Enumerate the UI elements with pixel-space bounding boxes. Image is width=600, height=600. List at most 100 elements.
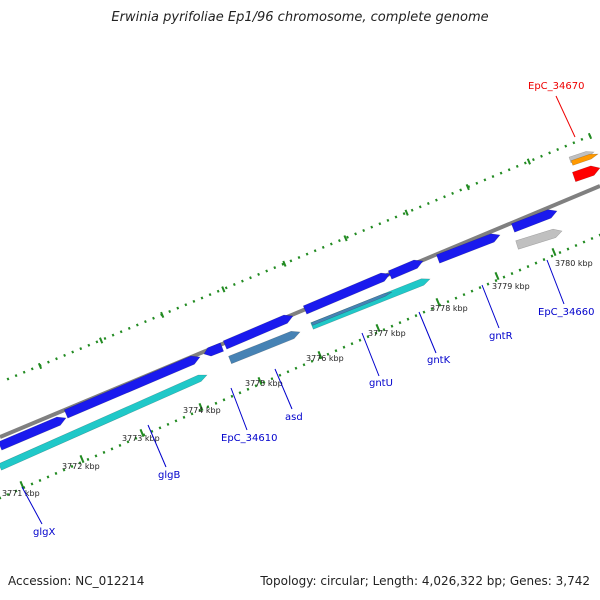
minor-tick [443, 195, 446, 199]
minor-tick [79, 347, 83, 351]
gene-arrow-orange[interactable] [570, 152, 599, 166]
minor-tick [238, 391, 242, 395]
major-tick [526, 158, 531, 165]
gene-leader-line [274, 368, 293, 410]
major-tick [198, 402, 204, 412]
minor-tick [246, 387, 250, 391]
minor-tick [54, 471, 58, 475]
major-tick [465, 183, 470, 191]
gene-arrow-grey[interactable] [515, 227, 564, 250]
minor-tick [398, 321, 402, 325]
gene-arrow-steel[interactable] [311, 291, 393, 326]
cds-bar[interactable] [310, 276, 432, 330]
minor-tick [46, 475, 50, 479]
minor-tick [281, 262, 285, 266]
minor-tick [305, 252, 309, 256]
minor-tick [230, 394, 234, 398]
minor-tick [168, 309, 172, 314]
minor-tick [462, 293, 466, 297]
minor-tick [402, 212, 406, 216]
minor-tick [278, 373, 282, 377]
major-tick [551, 247, 557, 257]
major-tick [37, 362, 43, 370]
gene-arrow-gntR[interactable] [436, 231, 501, 264]
minor-tick [418, 205, 422, 209]
minor-tick [346, 235, 349, 239]
gene-leader-line [418, 311, 437, 354]
gene-arrow-EpC_34610[interactable] [202, 342, 224, 358]
gene-label-glgX[interactable]: glgX [33, 527, 55, 538]
cds-bar[interactable] [0, 372, 208, 471]
minor-tick [142, 433, 146, 437]
gene-arrow-gntU[interactable] [302, 270, 392, 315]
minor-tick [515, 164, 519, 168]
minor-tick [526, 265, 530, 269]
minor-tick [216, 289, 220, 293]
minor-tick [30, 482, 34, 486]
major-tick [587, 132, 593, 140]
minor-tick [127, 326, 131, 330]
gene-label-gntR[interactable]: gntR [489, 331, 513, 342]
gene-arrow-blue[interactable] [222, 312, 295, 350]
minor-tick [254, 384, 258, 388]
gene-leader-line [555, 95, 576, 138]
major-tick [79, 454, 85, 464]
minor-tick [467, 185, 471, 189]
minor-tick [558, 250, 562, 255]
gene-label-EpC_34660[interactable]: EpC_34660 [538, 307, 594, 318]
tick-labels: 3771 kbp 3772 kbp 3773 kbp 3774 kbp 3775 kbp… [2, 259, 593, 498]
minor-tick [94, 454, 98, 458]
minor-tick [152, 316, 155, 320]
minor-tick [158, 426, 162, 430]
accession-text: Accession: NC_012214 [8, 574, 145, 588]
minor-tick [378, 222, 382, 226]
gene-arrow-asd[interactable] [228, 328, 302, 365]
minor-tick [580, 137, 584, 141]
minor-tick [338, 239, 341, 243]
minor-tick [548, 151, 551, 155]
minor-tick [414, 314, 418, 318]
minor-tick [14, 489, 18, 493]
gene-arrow-glgX[interactable] [0, 414, 68, 451]
minor-tick [542, 258, 546, 262]
gene-label-glgB[interactable]: glgB [158, 470, 180, 481]
minor-tick [190, 412, 194, 416]
minor-tick [110, 447, 114, 451]
gene-label-asd[interactable]: asd [285, 412, 303, 423]
major-tick [435, 297, 441, 307]
minor-tick [182, 415, 186, 419]
minor-tick [313, 249, 317, 253]
gene-label-EpC_34670[interactable]: EpC_34670 [528, 81, 584, 92]
minor-tick [134, 436, 138, 440]
minor-tick [422, 310, 426, 314]
minor-tick [406, 317, 410, 321]
minor-tick [426, 201, 430, 206]
gene-label-EpC_34610[interactable]: EpC_34610 [221, 433, 277, 444]
minor-tick [111, 333, 115, 337]
gene-label-gntU[interactable]: gntU [369, 378, 393, 389]
minor-tick [103, 336, 107, 341]
major-tick [257, 376, 263, 386]
minor-tick [394, 215, 398, 219]
minor-tick [540, 154, 543, 158]
minor-tick [350, 342, 354, 346]
minor-tick [55, 357, 58, 361]
minor-tick [486, 282, 490, 286]
minor-tick [206, 405, 210, 409]
gene-arrow-red[interactable] [572, 163, 600, 183]
gene-arrow-gntK[interactable] [387, 257, 425, 280]
minor-tick [224, 286, 228, 290]
tick-label: 3777 kbp [368, 329, 406, 338]
minor-tick [63, 353, 66, 357]
gene-arrow-EpC_34660[interactable] [511, 207, 558, 233]
gene-features [0, 151, 600, 471]
gene-label-gntK[interactable]: gntK [427, 355, 451, 366]
minor-tick [241, 279, 244, 283]
map-title: Erwinia pyrifoliae Ep1/96 chromosome, co… [111, 10, 489, 25]
minor-tick [22, 370, 26, 374]
minor-tick [232, 282, 236, 287]
minor-tick [71, 350, 75, 354]
minor-tick [550, 254, 554, 258]
gene-arrow-glgB[interactable] [63, 353, 202, 419]
tick-label: 3772 kbp [62, 462, 100, 471]
